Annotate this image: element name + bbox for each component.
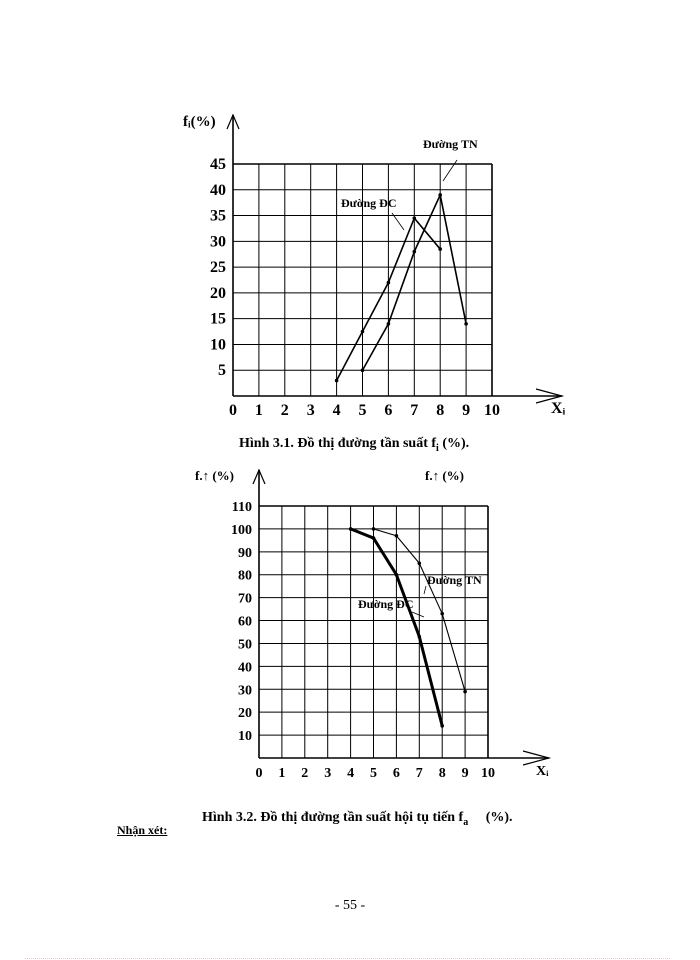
- y-tick-label: 90: [238, 546, 252, 561]
- leader-line: [442, 159, 458, 182]
- caption-tail: (%).: [438, 436, 470, 451]
- data-point-marker: [386, 322, 391, 326]
- data-point-marker: [394, 572, 399, 577]
- leader-line: [411, 611, 425, 618]
- caption-text: Hình 3.1. Đồ thị đường tần suất f: [239, 436, 437, 451]
- series-label: Đường TN: [423, 137, 478, 151]
- x-tick-label: 7: [410, 402, 418, 419]
- data-point-marker: [394, 533, 399, 538]
- figure-3-2-caption: Hình 3.2. Đồ thị đường tần suất hội tụ t…: [195, 794, 513, 828]
- x-tick-label: 9: [462, 402, 470, 419]
- data-point-marker: [440, 611, 445, 616]
- y-axis-arrow-icon: [252, 468, 266, 485]
- y-tick-label: 35: [210, 208, 226, 225]
- x-tick-label: 2: [301, 766, 308, 781]
- x-tick-label: 5: [359, 402, 367, 419]
- x-tick-label: 1: [278, 766, 285, 781]
- leader-line: [423, 585, 427, 595]
- data-point-marker: [463, 689, 467, 694]
- data-point-marker: [440, 724, 445, 728]
- x-tick-label: 2: [281, 402, 289, 419]
- data-point-marker: [412, 216, 417, 220]
- y-tick-label: 20: [210, 285, 226, 302]
- data-point-marker: [371, 527, 376, 531]
- y-tick-label: 110: [232, 500, 252, 515]
- y-axis-label: f.↑ (%): [195, 468, 234, 483]
- page-footer-divider: [25, 958, 670, 959]
- figure-3-1-caption: Hình 3.1. Đồ thị đường tần suất fi (%).: [239, 436, 469, 454]
- x-tick-label: 6: [393, 766, 400, 781]
- y-tick-label: 15: [210, 311, 226, 328]
- x-tick-label: 6: [384, 402, 392, 419]
- x-tick-label: 8: [439, 766, 446, 781]
- x-axis-arrow-icon: [522, 750, 552, 766]
- data-point-marker: [464, 322, 468, 326]
- y-tick-label: 80: [238, 569, 252, 584]
- x-tick-label: 9: [462, 766, 469, 781]
- y-tick-label: 30: [210, 233, 226, 250]
- x-tick-label: 10: [484, 402, 500, 419]
- x-tick-label: 3: [307, 402, 315, 419]
- y-axis-arrow-icon: [226, 113, 240, 130]
- data-point-marker: [348, 527, 353, 531]
- series-label: Đường TN: [427, 573, 482, 587]
- y-tick-label: 20: [238, 706, 252, 721]
- x-tick-label: 0: [229, 402, 237, 419]
- y-tick-label: 60: [238, 615, 252, 630]
- data-point-marker: [417, 561, 422, 566]
- y-tick-label: 70: [238, 592, 252, 607]
- x-axis-label: Xᵢ: [551, 400, 566, 417]
- caption-subscript: i: [436, 442, 439, 454]
- x-tick-label: 1: [255, 402, 263, 419]
- x-tick-label: 4: [347, 766, 354, 781]
- x-axis-label: Xᵢ: [536, 764, 549, 779]
- data-point-marker: [412, 249, 417, 254]
- y-tick-label: 45: [210, 156, 226, 173]
- remark-heading: Nhận xét:: [117, 823, 168, 837]
- x-tick-label: 7: [416, 766, 423, 781]
- y-tick-label: 10: [238, 729, 252, 744]
- data-point-marker: [371, 536, 376, 540]
- x-tick-label: 0: [256, 766, 263, 781]
- y-tick-label: 30: [238, 683, 252, 698]
- y-axis-label: fᵢ(%): [183, 114, 216, 130]
- y-tick-label: 40: [210, 182, 226, 199]
- leader-line: [391, 212, 405, 231]
- data-point-marker: [438, 247, 443, 251]
- x-tick-label: 5: [370, 766, 377, 781]
- data-point-marker: [360, 368, 365, 373]
- x-tick-label: 4: [333, 402, 341, 419]
- y-tick-label: 10: [210, 336, 226, 353]
- data-point-marker: [438, 193, 443, 197]
- y-tick-label: 50: [238, 637, 252, 652]
- x-tick-label: 8: [436, 402, 444, 419]
- data-point-marker: [386, 280, 391, 285]
- y-tick-label: 25: [210, 259, 226, 276]
- series-label: Đường ĐC: [341, 196, 397, 210]
- series-label: Đường ĐC: [358, 597, 414, 611]
- page-number: - 55 -: [334, 898, 366, 913]
- data-point-marker: [360, 329, 365, 334]
- x-tick-label: 3: [324, 766, 331, 781]
- y-tick-label: 5: [218, 362, 226, 379]
- caption-subscript: a: [463, 816, 469, 828]
- caption-text: Hình 3.2. Đồ thị đường tần suất hội tụ t…: [202, 810, 464, 825]
- x-axis-arrow-icon: [535, 388, 565, 404]
- y-tick-label: 40: [238, 660, 252, 675]
- y-axis-label-secondary: f.↑ (%): [425, 468, 464, 483]
- x-tick-label: 10: [481, 766, 495, 781]
- data-point-marker: [334, 378, 339, 383]
- y-tick-label: 100: [231, 523, 252, 538]
- caption-tail: (%).: [468, 810, 513, 825]
- data-point-marker: [417, 634, 422, 639]
